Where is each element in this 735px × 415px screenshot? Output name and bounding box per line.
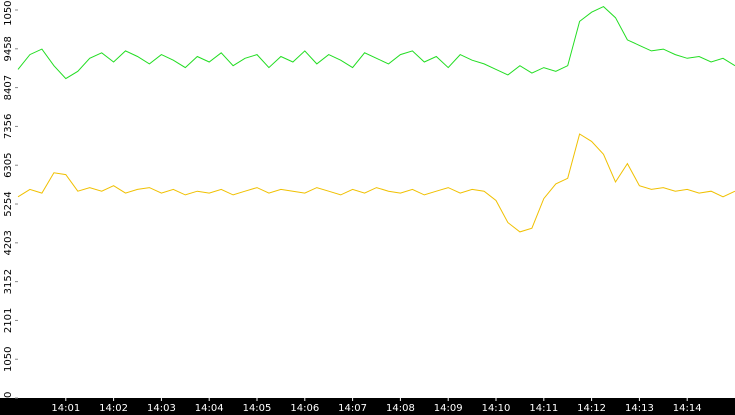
y-tick-label: 4203 — [3, 230, 14, 255]
x-tick-label: 14:06 — [290, 403, 319, 414]
x-tick-label: 14:01 — [51, 403, 80, 414]
x-tick-label: 14:10 — [482, 403, 511, 414]
line-series — [17, 6, 735, 80]
x-tick-label: 14:11 — [529, 403, 558, 414]
x-tick-label: 14:03 — [147, 403, 176, 414]
y-tick-label: 3152 — [3, 269, 14, 294]
x-tick-label: 14:07 — [338, 403, 367, 414]
y-tick-label: 10509 — [3, 0, 14, 26]
y-tick-label: 5254 — [3, 191, 14, 216]
x-tick-label: 14:12 — [577, 403, 606, 414]
line-series — [17, 133, 735, 233]
x-tick-label: 14:02 — [99, 403, 128, 414]
y-tick-label: 6305 — [3, 152, 14, 177]
y-tick-label: 1050 — [3, 347, 14, 372]
x-tick-label: 14:13 — [625, 403, 654, 414]
y-tick-label: 9458 — [3, 36, 14, 61]
x-tick-label: 14:04 — [195, 403, 224, 414]
y-tick-label: 0 — [3, 392, 14, 398]
x-tick-label: 14:05 — [243, 403, 272, 414]
y-tick-label: 7356 — [3, 114, 14, 139]
x-tick-label: 14:09 — [434, 403, 463, 414]
y-tick-label: 2101 — [3, 308, 14, 333]
x-tick-label: 14:14 — [673, 403, 702, 414]
y-tick-label: 8407 — [3, 75, 14, 100]
x-axis-band — [0, 398, 735, 415]
x-tick-label: 14:08 — [386, 403, 415, 414]
